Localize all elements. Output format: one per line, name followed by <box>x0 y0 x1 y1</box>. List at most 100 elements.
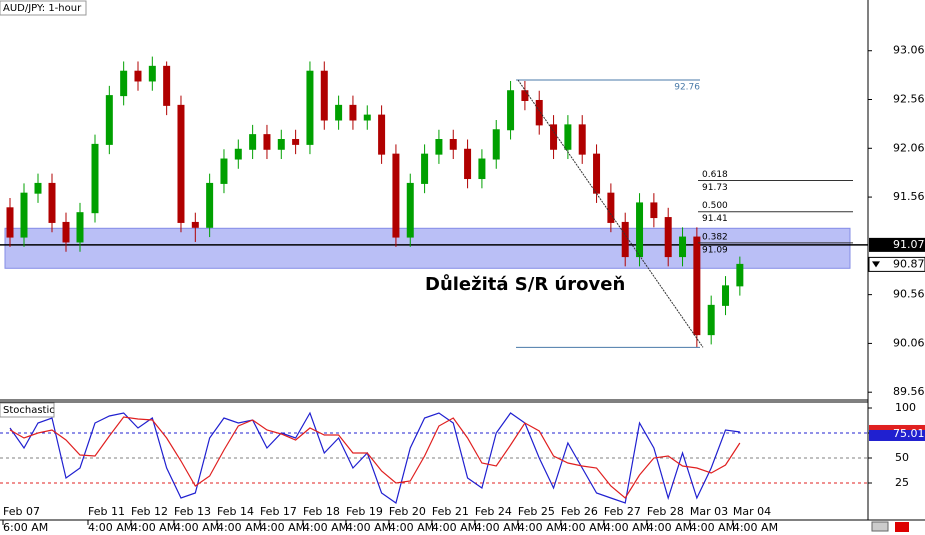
x-time-label: 4:00 AM <box>389 521 434 534</box>
x-tick-label: Feb 26 <box>561 505 598 518</box>
candle-body <box>478 158 486 180</box>
x-tick-label: Feb 21 <box>432 505 469 518</box>
candle-body <box>62 221 70 243</box>
candle-body <box>206 182 214 228</box>
x-tick-label: Feb 11 <box>88 505 125 518</box>
indicator-title: Stochastic <box>3 405 55 416</box>
candle-body <box>650 202 658 219</box>
icon[interactable] <box>895 522 909 532</box>
candle-body <box>564 124 572 150</box>
y-tick-label: 93.06 <box>893 44 925 57</box>
y-tick-label: 91.56 <box>893 190 925 203</box>
candle-body <box>406 182 414 238</box>
candle-body <box>464 148 472 180</box>
candle-body <box>736 263 744 287</box>
candle-body <box>220 158 228 184</box>
title-box <box>0 0 87 16</box>
chart-title: AUD/JPY: 1-hour <box>3 3 82 14</box>
fib-price: 91.09 <box>702 245 728 255</box>
x-tick-label: Feb 17 <box>260 505 297 518</box>
x-time-label: 6:00 AM <box>3 521 48 534</box>
x-tick-label: Mar 04 <box>733 505 771 518</box>
candle-body <box>6 207 14 238</box>
candle-body <box>636 202 644 258</box>
sr-zone <box>4 227 851 269</box>
candle-body <box>507 90 515 131</box>
candle-body <box>578 124 586 155</box>
x-tick-label: Feb 12 <box>131 505 168 518</box>
fib-price: 91.41 <box>702 214 728 224</box>
candle-body <box>91 143 99 214</box>
fib-price: 91.73 <box>702 183 728 193</box>
x-tick-label: Feb 18 <box>303 505 340 518</box>
x-time-label: 4:00 AM <box>604 521 649 534</box>
candle-body <box>421 153 429 184</box>
candle-body <box>20 192 28 238</box>
candle-body <box>191 221 199 228</box>
candle-body <box>392 153 400 238</box>
candle-body <box>76 212 84 243</box>
y-tick-label: 92.06 <box>893 141 925 154</box>
price-marker <box>872 261 880 268</box>
candle-body <box>363 114 371 121</box>
x-tick-label: Mar 03 <box>690 505 728 518</box>
candle-body <box>134 70 142 82</box>
indicator-title-box <box>0 402 55 418</box>
x-time-label: 4:00 AM <box>260 521 305 534</box>
candle-body <box>48 182 56 223</box>
candle-body <box>707 304 715 336</box>
fib-high-label: 92.76 <box>674 83 700 93</box>
candle-body <box>292 139 300 145</box>
candle-body <box>335 104 343 121</box>
x-time-label: 4:00 AM <box>733 521 778 534</box>
candle-body <box>349 104 357 121</box>
candle-body <box>664 217 672 258</box>
candle-body <box>277 139 285 150</box>
y-tick-label: 100 <box>895 401 916 414</box>
y-tick-label: 90.56 <box>893 288 925 301</box>
x-tick-label: Feb 14 <box>217 505 254 518</box>
zone-layer <box>4 227 851 269</box>
y-tick-label: 89.56 <box>893 385 925 398</box>
price-label: 91.07 <box>893 238 925 251</box>
candle-body <box>148 65 156 82</box>
fib-ratio: 0.618 <box>702 170 728 180</box>
candle-body <box>306 70 314 145</box>
candle-body <box>105 95 113 145</box>
x-tick-label: Feb 19 <box>346 505 383 518</box>
candle-body <box>550 124 558 150</box>
x-time-label: 4:00 AM <box>561 521 606 534</box>
candle-body <box>378 114 386 155</box>
candle-body <box>693 236 701 336</box>
candle-body <box>234 148 242 160</box>
candle-body <box>593 153 601 194</box>
x-time-label: 4:00 AM <box>690 521 735 534</box>
fib-trend <box>517 79 704 348</box>
candle-body <box>535 99 543 126</box>
x-time-label: 4:00 AM <box>346 521 391 534</box>
y-tick-label: 50 <box>895 451 909 464</box>
last-value: 75.01 <box>893 427 925 440</box>
x-time-label: 4:00 AM <box>475 521 520 534</box>
y-tick-label: 92.56 <box>893 93 925 106</box>
candle-body <box>492 129 500 160</box>
x-tick-label: Feb 28 <box>647 505 684 518</box>
indicator-line <box>9 411 740 504</box>
icon[interactable] <box>871 521 889 532</box>
x-time-label: 4:00 AM <box>518 521 563 534</box>
candle-body <box>120 70 128 97</box>
candle-body <box>449 139 457 150</box>
fib-ratio: 0.382 <box>702 232 728 242</box>
x-time-label: 4:00 AM <box>174 521 219 534</box>
candle-body <box>177 104 185 223</box>
y-tick-label: 90.06 <box>893 336 925 349</box>
x-time-label: 4:00 AM <box>217 521 262 534</box>
candle-body <box>435 139 443 155</box>
indicator-line <box>9 416 741 499</box>
candle-body <box>34 182 42 194</box>
candle-body <box>679 236 687 258</box>
x-tick-label: Feb 20 <box>389 505 426 518</box>
x-time-label: 4:00 AM <box>88 521 133 534</box>
price-box <box>869 237 925 252</box>
